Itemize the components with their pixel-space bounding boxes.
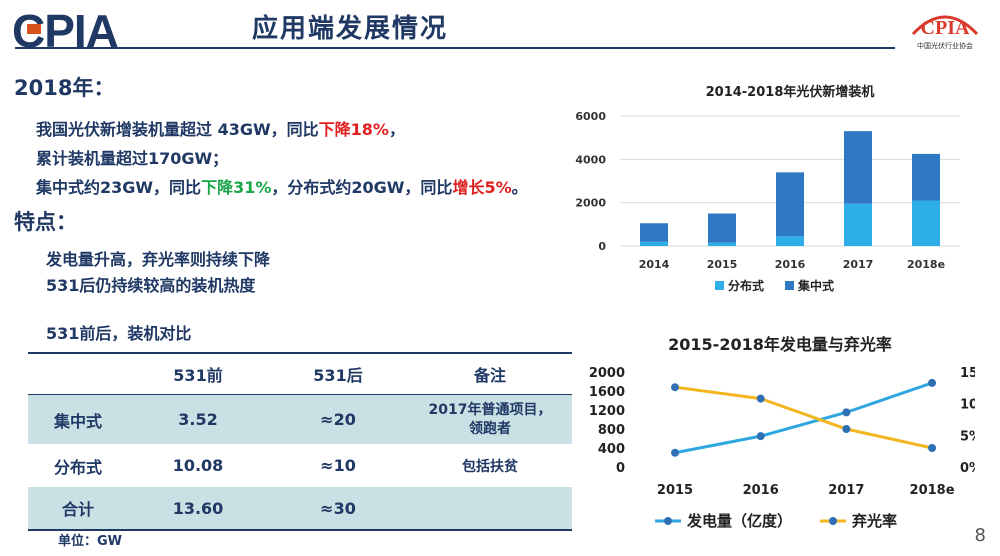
- features-heading: 特点：: [14, 210, 77, 234]
- legend-marker: [664, 517, 672, 525]
- unit-label: 单位：GW: [58, 534, 123, 549]
- y-tick-label: 6000: [575, 110, 606, 123]
- data-point: [756, 432, 765, 441]
- y-left-tick-label: 800: [598, 423, 625, 438]
- header-cell: 531前: [173, 366, 223, 385]
- legend-label: 弃光率: [852, 512, 897, 530]
- x-tick-label: 2017: [828, 483, 864, 498]
- y-tick-label: 2000: [575, 197, 606, 210]
- x-tick-label: 2018e: [910, 483, 955, 498]
- title-divider: [15, 47, 895, 49]
- x-tick-label: 2016: [743, 483, 779, 498]
- y-left-tick-label: 1600: [589, 385, 625, 400]
- y-right-tick-label: 0%: [960, 461, 975, 476]
- x-tick-label: 2016: [775, 258, 806, 271]
- chart-title: 2014-2018年光伏新增装机: [706, 84, 875, 100]
- data-point: [928, 378, 937, 387]
- bar-segment: [844, 203, 872, 246]
- cell-after: ≈30: [320, 498, 356, 518]
- bar-segment: [640, 241, 668, 246]
- x-tick-label: 2014: [639, 258, 670, 271]
- legend-marker: [829, 517, 837, 525]
- y-right-tick-label: 5%: [960, 429, 975, 444]
- cell-note: 包括扶贫: [462, 458, 518, 475]
- data-point: [756, 394, 765, 403]
- table-row: 集中式 3.52 ≈20 2017年普通项目， 领跑者: [28, 395, 572, 444]
- bar-segment: [708, 242, 736, 246]
- data-point: [671, 383, 679, 392]
- cell-before: 3.52: [178, 410, 218, 429]
- badge-subtext: 中国光伏行业协会: [917, 41, 973, 50]
- legend-label: 分布式: [728, 278, 764, 293]
- series-line: [674, 381, 933, 455]
- legend-label: 发电量（亿度）: [686, 512, 792, 530]
- header-cell: 备注: [473, 366, 506, 385]
- feature-item-2: 531后仍持续较高的装机热度: [46, 276, 256, 295]
- x-tick-label: 2015: [657, 483, 693, 498]
- header-cell: 531后: [313, 366, 363, 385]
- chart-title: 2015-2018年发电量与弃光率: [668, 335, 892, 354]
- y-left-tick-label: 0: [616, 461, 625, 476]
- section-heading-2018: 2018年：: [14, 76, 115, 100]
- header-cell: [28, 354, 128, 394]
- feature-item-1: 发电量升高，弃光率则持续下降: [46, 250, 271, 269]
- y-left-tick-label: 2000: [589, 366, 625, 381]
- y-tick-label: 0: [598, 240, 606, 253]
- comparison-table: 531前 531后 备注 集中式 3.52 ≈20 2017年普通项目， 领跑者 …: [28, 352, 572, 531]
- data-point: [928, 444, 937, 452]
- text-line-1: 我国光伏新增装机量超过 43GW，同比下降18%，: [36, 120, 405, 139]
- cell-before: 10.08: [172, 456, 224, 475]
- bar-segment: [776, 172, 804, 237]
- row-label: 分布式: [53, 457, 102, 477]
- legend-swatch: [785, 281, 794, 290]
- bar-segment: [912, 153, 940, 201]
- cell-after: ≈10: [320, 456, 356, 475]
- text-line-3: 集中式约23GW，同比下降31%，分布式约20GW，同比增长5%。: [36, 178, 528, 197]
- legend-label: 集中式: [797, 278, 834, 293]
- y-tick-label: 4000: [575, 153, 606, 166]
- logo-mark-icon: [27, 24, 41, 34]
- bar-segment: [640, 223, 668, 242]
- generation-curtailment-line-chart: 2015-2018年发电量与弃光率 0 400 800 1200 1600 2000 0% 5%…: [589, 335, 975, 530]
- y-left-tick-label: 1200: [589, 404, 625, 419]
- row-label: 合计: [61, 500, 94, 519]
- x-tick-label: 2018e: [907, 258, 945, 271]
- y-right-tick-label: 15%: [960, 366, 975, 381]
- slide-title: 应用端发展情况: [252, 14, 449, 44]
- data-point: [842, 408, 851, 417]
- table-header-row: 531前 531后 备注: [28, 354, 572, 394]
- data-point: [842, 425, 851, 433]
- new-install-bar-chart: 2014-2018年光伏新增装机 0 2000 4000 6000 2014 2015 201…: [575, 84, 960, 293]
- table-row: 分布式 10.08 ≈10 包括扶贫: [28, 444, 572, 487]
- badge-text: CPIA: [921, 17, 970, 39]
- y-right-tick-label: 10%: [960, 398, 975, 413]
- x-tick-label: 2015: [707, 258, 738, 271]
- x-tick-label: 2017: [843, 258, 874, 271]
- bar-segment: [844, 131, 872, 204]
- series-line: [674, 385, 933, 450]
- data-point: [671, 448, 679, 457]
- cell-after: ≈20: [320, 410, 356, 429]
- y-left-tick-label: 400: [598, 442, 625, 457]
- bar-segment: [776, 236, 804, 246]
- text-line-2: 累计装机量超过170GW；: [36, 149, 229, 168]
- comparison-caption: 531前后，装机对比: [46, 324, 192, 343]
- bar-segment: [708, 213, 736, 243]
- bar-segment: [912, 200, 940, 246]
- cpia-badge-icon: CPIA 中国光伏行业协会: [911, 15, 979, 50]
- table-row: 合计 13.60 ≈30: [28, 487, 572, 529]
- cell-note: [408, 487, 572, 529]
- page-number: 8: [974, 525, 986, 546]
- cell-note: 2017年普通项目， 领跑者: [428, 401, 552, 437]
- row-label: 集中式: [53, 411, 102, 431]
- legend-swatch: [715, 281, 724, 290]
- cell-before: 13.60: [172, 498, 224, 518]
